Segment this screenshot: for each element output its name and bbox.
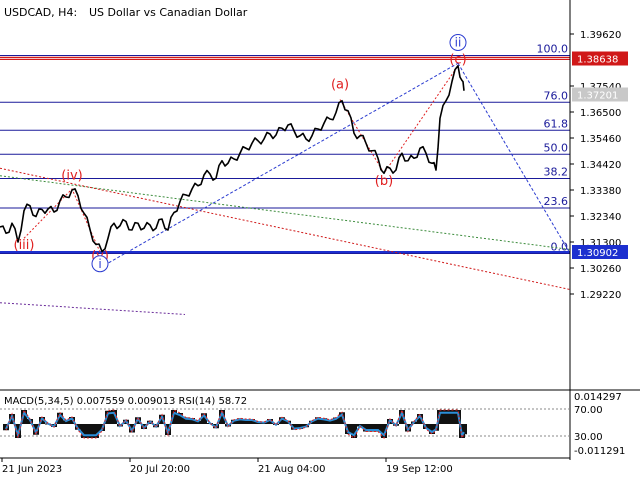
fib-label: 76.0 (544, 89, 569, 102)
macd-histogram-bar (63, 420, 69, 424)
macd-histogram-bar (93, 424, 99, 438)
macd-histogram-bar (297, 424, 303, 429)
resistance-price-tag-bg (572, 51, 628, 66)
macd-histogram-bar (327, 419, 333, 424)
price-tick-label: 1.36500 (580, 108, 621, 119)
macd-histogram-bar (333, 417, 339, 424)
macd-histogram-bar (461, 424, 467, 435)
fib-label: 0.0 (551, 241, 569, 254)
macd-histogram-bar (375, 424, 381, 432)
macd-histogram-bar (267, 419, 273, 424)
wave-label: ii (455, 36, 462, 50)
macd-histogram-bar (249, 419, 255, 424)
chart-symbol: USDCAD, H4: (4, 6, 77, 19)
macd-histogram-bar (15, 424, 21, 438)
wave-label: i (98, 257, 101, 271)
support-price-tag-bg (572, 245, 628, 259)
macd-histogram-bar (21, 410, 27, 424)
macd-histogram-bar (33, 424, 39, 435)
time-axis: 21 Jun 2023 20 Jul 20:00 21 Aug 04:00 19 Se… (1, 458, 453, 475)
macd-histogram-bar (111, 410, 117, 424)
macd-histogram-bar (237, 418, 243, 424)
macd-histogram-bar (171, 410, 177, 424)
time-tick-label: 21 Aug 04:00 (258, 464, 325, 475)
macd-histogram-bar (177, 413, 183, 424)
macd-histogram-bar (443, 410, 449, 424)
wave-label: (a) (331, 77, 349, 92)
wave-label: (iv) (61, 168, 82, 183)
macd-histogram-bar (315, 417, 321, 424)
indicator-window: MACD(5,34,5) 0.007559 0.009013 RSI(14) 5… (0, 389, 640, 459)
fib-label: 50.0 (544, 141, 569, 154)
macd-histogram-bar (291, 424, 297, 430)
macd-histogram-bar (321, 418, 327, 424)
chart-description: US Dollar vs Canadian Dollar (89, 6, 248, 19)
wave-iv-v-line (23, 188, 101, 253)
time-tick-label: 21 Jun 2023 (2, 464, 62, 475)
macd-histogram-bar (129, 424, 135, 433)
wave-label: (c) (449, 52, 466, 67)
wave-projection-line (457, 62, 571, 254)
macd-histogram-bar (339, 412, 345, 424)
macd-histogram-bar (369, 424, 375, 432)
macd-histogram-bar (183, 417, 189, 424)
macd-histogram-bar (351, 424, 357, 438)
price-tick-label: 1.29220 (580, 290, 621, 301)
macd-histogram-bar (105, 410, 111, 424)
fibonacci-levels: 100.0 76.0 61.8 50.0 38.2 23.6 0.0 (0, 43, 570, 254)
wave-i-ii-line (99, 62, 459, 269)
indicator-axis-label: 30.00 (574, 432, 603, 443)
macd-histogram-bar (381, 424, 387, 438)
time-tick-label: 19 Sep 12:00 (386, 464, 453, 475)
price-tick-label: 1.31300 (580, 238, 621, 249)
macd-histogram-bar (363, 424, 369, 432)
wave-label: (b) (375, 174, 393, 189)
wave-labels: (iii)(iv)(v)i(a)(b)(c)ii (14, 34, 467, 273)
support-price-tag: 1.30902 (577, 248, 618, 259)
price-series (0, 64, 465, 253)
macd-histogram-bar (429, 424, 435, 434)
macd-histogram-bar (399, 410, 405, 424)
current-price-tag-bg (572, 87, 628, 102)
indicator-axis-label: -0.011291 (574, 446, 625, 457)
current-price-tag: 1.37201 (577, 91, 618, 102)
macd-histogram-bar (189, 418, 195, 424)
price-tick-label: 1.39620 (580, 30, 621, 41)
purple-trend-line (0, 302, 186, 315)
wave-label-circle (91, 255, 109, 273)
fib-label: 100.0 (537, 43, 569, 56)
price-line (0, 64, 465, 253)
indicator-axis-label: 70.00 (574, 405, 603, 416)
macd-histogram-bar (243, 419, 249, 424)
macd-histogram-bar (69, 417, 75, 424)
price-axis: 1.396201.375401.365001.354601.344201.333… (569, 0, 628, 460)
macd-histogram-bar (201, 413, 207, 424)
wave-label-circle (449, 34, 467, 51)
macd-histogram-bar (87, 424, 93, 438)
red-trend-line (0, 167, 571, 290)
macd-histogram-bar (81, 424, 87, 438)
macd-histogram-bar (219, 410, 225, 424)
price-tick-label: 1.30260 (580, 264, 621, 275)
price-tick-label: 1.35460 (580, 134, 621, 145)
fib-label: 61.8 (544, 117, 569, 130)
time-tick-label: 20 Jul 20:00 (130, 464, 190, 475)
price-tick-label: 1.34420 (580, 160, 621, 171)
price-tick-label: 1.33380 (580, 186, 621, 197)
resistance-price-tag: 1.38638 (577, 55, 618, 66)
macd-signal-line (5, 408, 465, 440)
indicator-label: MACD(5,34,5) 0.007559 0.009013 RSI(14) 5… (4, 396, 247, 407)
fib-label: 23.6 (544, 195, 569, 208)
macd-histogram-bar (279, 417, 285, 424)
macd-histogram-bar (417, 414, 423, 424)
price-tick-label: 1.32340 (580, 212, 621, 223)
indicator-axis-label: 0.014297 (574, 392, 622, 403)
macd-histogram-bar (57, 412, 63, 424)
macd-histogram-bar (449, 410, 455, 424)
fib-label: 38.2 (544, 166, 569, 179)
wave-label: (iii) (14, 238, 35, 253)
